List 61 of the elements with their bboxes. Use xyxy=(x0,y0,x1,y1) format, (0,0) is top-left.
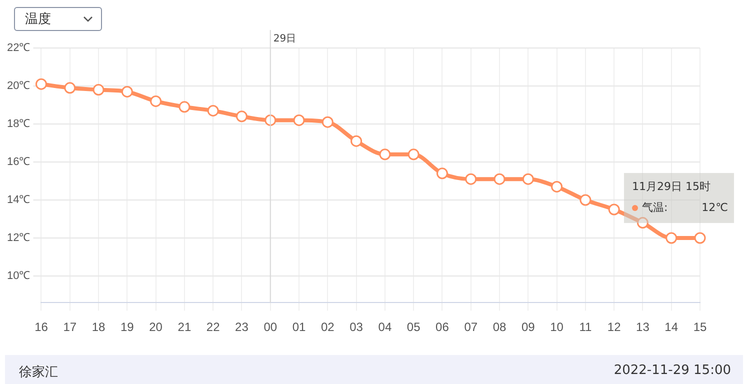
x-tick-label: 00 xyxy=(264,320,278,334)
point xyxy=(178,101,190,113)
x-tick-label: 09 xyxy=(521,320,536,334)
x-tick-label: 23 xyxy=(235,320,249,334)
point xyxy=(322,116,334,128)
x-tick-label: 20 xyxy=(149,320,163,334)
point xyxy=(408,148,420,160)
text: 温度 xyxy=(25,12,51,27)
x-tick-label: 05 xyxy=(406,320,421,334)
y-tick-label: 20℃ xyxy=(6,80,30,92)
x-tick-label: 22 xyxy=(206,320,220,334)
point xyxy=(293,114,305,126)
point xyxy=(350,135,362,147)
x-tick-label: 11 xyxy=(579,320,592,334)
x-tick-label: 14 xyxy=(664,320,678,334)
point xyxy=(551,180,563,192)
x-tick-label: 07 xyxy=(464,320,478,334)
x-tick-label: 08 xyxy=(492,320,506,334)
x-tick-label: 15 xyxy=(693,320,707,334)
point xyxy=(92,84,104,96)
point xyxy=(207,104,219,116)
annotation: 11月29日 15时 xyxy=(632,180,710,193)
y-tick-label: 18℃ xyxy=(6,118,30,130)
x-tick-label: 02 xyxy=(320,320,335,334)
point xyxy=(379,148,391,160)
x-tick-label: 04 xyxy=(378,320,392,334)
point xyxy=(580,194,592,206)
x-tick-label: 10 xyxy=(550,320,564,334)
y-tick-label: 10℃ xyxy=(6,270,30,282)
point xyxy=(694,232,706,244)
point xyxy=(150,95,162,107)
point xyxy=(636,217,648,229)
y-tick-label: 14℃ xyxy=(6,194,30,206)
x-tick-label: 13 xyxy=(636,320,650,334)
point xyxy=(666,232,678,244)
point xyxy=(494,173,506,185)
ref-line-label: 29日 xyxy=(273,34,296,45)
text: 2022-11-29 15:00 xyxy=(614,363,731,378)
annotation: 气温: xyxy=(642,200,668,214)
x-tick-label: 06 xyxy=(436,320,450,334)
x-tick-label: 18 xyxy=(92,320,106,334)
x-tick-label: 12 xyxy=(607,320,622,334)
text: 徐家汇 xyxy=(19,364,58,381)
y-tick-label: 12℃ xyxy=(6,232,30,244)
point xyxy=(64,82,76,94)
x-tick-label: 17 xyxy=(63,320,77,334)
point xyxy=(465,173,477,185)
point xyxy=(236,110,248,122)
point xyxy=(522,173,534,185)
x-tick-label: 19 xyxy=(120,320,134,334)
point xyxy=(35,78,47,90)
y-tick-label: 16℃ xyxy=(6,156,30,168)
point xyxy=(436,168,448,180)
x-tick-label: 21 xyxy=(178,320,192,334)
point xyxy=(608,204,620,216)
x-tick-label: 01 xyxy=(292,320,306,334)
point xyxy=(121,86,133,98)
text: 12℃ xyxy=(702,200,728,214)
x-tick-label: 16 xyxy=(34,320,48,334)
x-tick-label: 03 xyxy=(350,320,364,334)
y-tick-label: 22℃ xyxy=(6,42,30,54)
